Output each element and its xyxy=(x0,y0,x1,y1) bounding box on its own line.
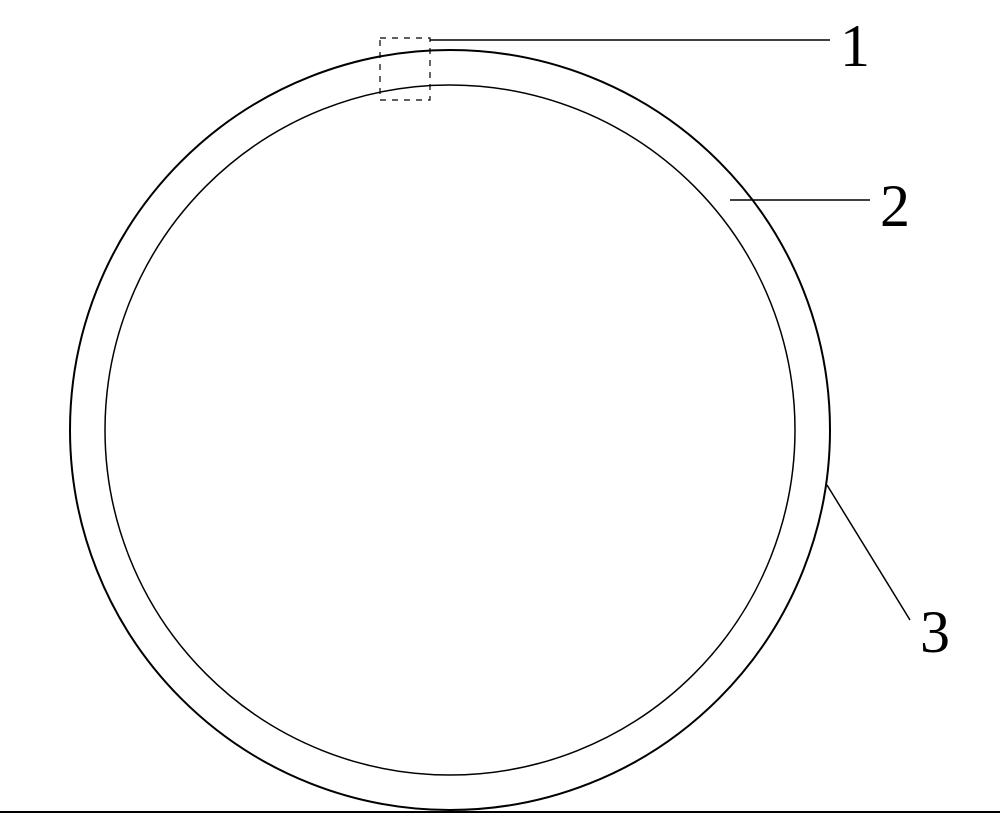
technical-diagram xyxy=(0,0,1000,837)
diagram-container: 1 2 3 xyxy=(0,0,1000,837)
label-2: 2 xyxy=(880,172,910,241)
label-1: 1 xyxy=(840,12,870,81)
outer-ring xyxy=(70,50,830,810)
leader-line-3 xyxy=(827,485,910,620)
inner-ring xyxy=(105,85,795,775)
label-3: 3 xyxy=(920,598,950,667)
